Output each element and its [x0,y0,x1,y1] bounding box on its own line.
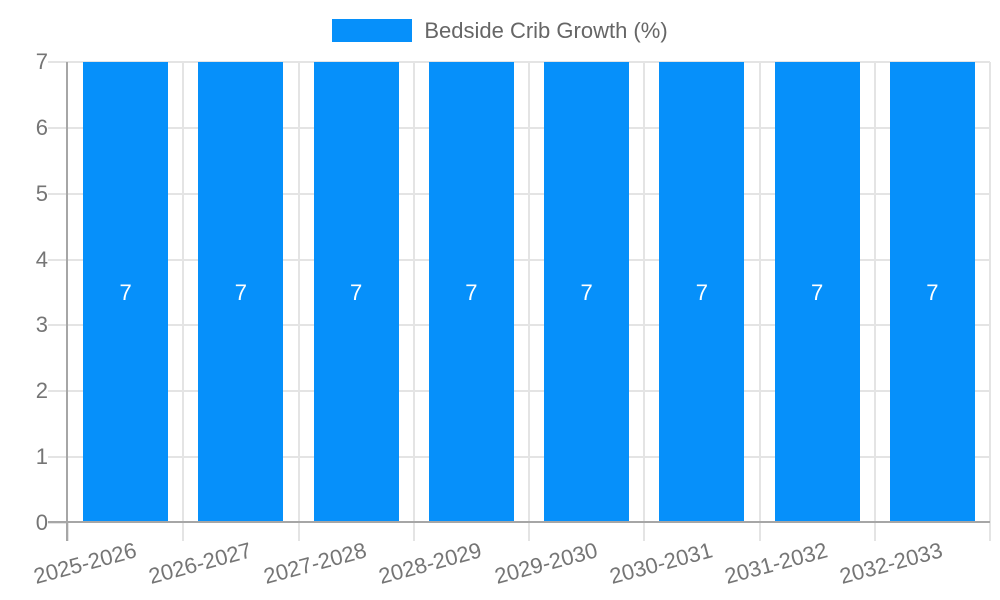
bar [659,62,745,523]
y-tick-label: 1 [35,444,48,470]
bar-value-label: 7 [580,279,593,305]
legend-swatch-icon[interactable] [332,19,413,42]
category-boundary-gridline [873,62,876,523]
category-boundary-gridline [643,62,646,523]
bar [198,62,284,523]
y-axis-line [66,62,68,541]
x-axis-line [48,521,990,523]
bar [889,62,975,523]
bar-value-label: 7 [350,279,363,305]
x-axis-tick [412,523,415,541]
y-tick-label: 3 [35,312,48,338]
y-axis-tick [48,456,68,459]
y-tick-label: 0 [35,510,48,535]
y-tick-label: 5 [35,180,48,206]
bar [428,62,514,523]
y-tick-label: 6 [35,114,48,140]
x-axis-tick [182,523,185,541]
y-axis-tick [48,390,68,393]
y-tick-label: 7 [35,49,48,74]
chart-legend: Bedside Crib Growth (%) [0,19,1000,42]
category-boundary-gridline [412,62,415,523]
y-axis-tick [48,258,68,261]
category-boundary-gridline [182,62,185,523]
x-axis-tick [528,523,530,541]
legend-label[interactable]: Bedside Crib Growth (%) [424,18,668,43]
y-tick-label: 2 [35,378,48,404]
category-boundary-gridline [989,62,991,523]
bar-value-label: 7 [465,279,478,305]
y-axis-tick [48,324,68,327]
bar-value-label: 7 [811,279,824,305]
category-boundary-gridline [528,62,530,523]
x-axis-tick [297,523,300,541]
plot-area [68,61,991,523]
x-axis-tick [67,523,69,541]
bar [774,62,860,523]
x-axis-tick [643,523,646,541]
bar [544,62,630,523]
y-axis-tick [48,192,68,195]
x-axis-tick [989,523,991,541]
y-axis-tick [48,522,68,524]
y-axis-tick [48,126,68,129]
y-axis-tick [48,61,68,63]
category-boundary-gridline [297,62,300,523]
x-axis-tick [873,523,876,541]
x-axis-tick [758,523,761,541]
bar [313,62,399,523]
category-boundary-gridline [758,62,761,523]
bar-value-label: 7 [234,279,247,305]
bar [83,62,169,523]
bar-value-label: 7 [119,279,132,305]
bar-value-label: 7 [695,279,708,305]
y-tick-label: 4 [35,246,48,272]
bar-value-label: 7 [926,279,939,305]
